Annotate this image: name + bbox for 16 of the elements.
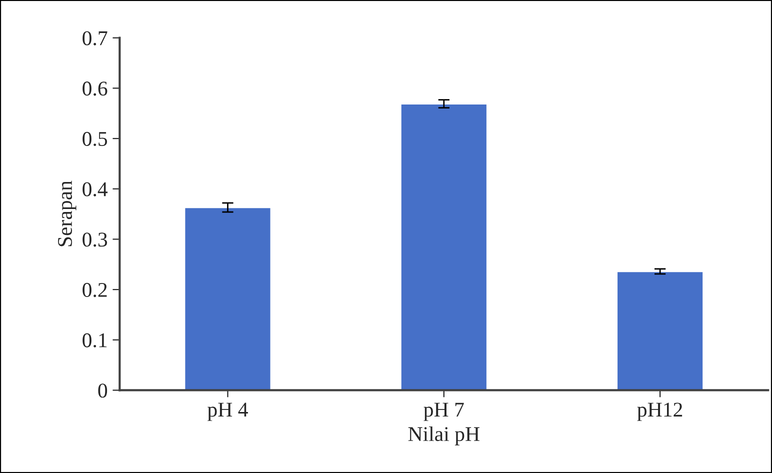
y-tick-label: 0.2 [82,282,107,298]
y-tick-label: 0.7 [82,31,108,46]
y-tick-label: 0.6 [82,82,108,96]
x-tick-label: pH12 [637,402,682,421]
bar [616,270,704,390]
x-tick-label: pH 4 [208,402,248,421]
y-tick-label: 0.1 [82,333,107,348]
y-tick-label: 0.5 [82,132,108,146]
y-axis-title: Serapan [58,180,76,246]
bar [184,206,272,390]
y-tick-label: 0.4 [82,182,108,196]
x-tick-label: pH 7 [424,402,464,421]
y-tick-label: 0.3 [82,232,108,247]
x-axis-title: Nilai pH [408,426,480,446]
bar [400,103,488,390]
y-tick-label: 0 [98,384,108,398]
